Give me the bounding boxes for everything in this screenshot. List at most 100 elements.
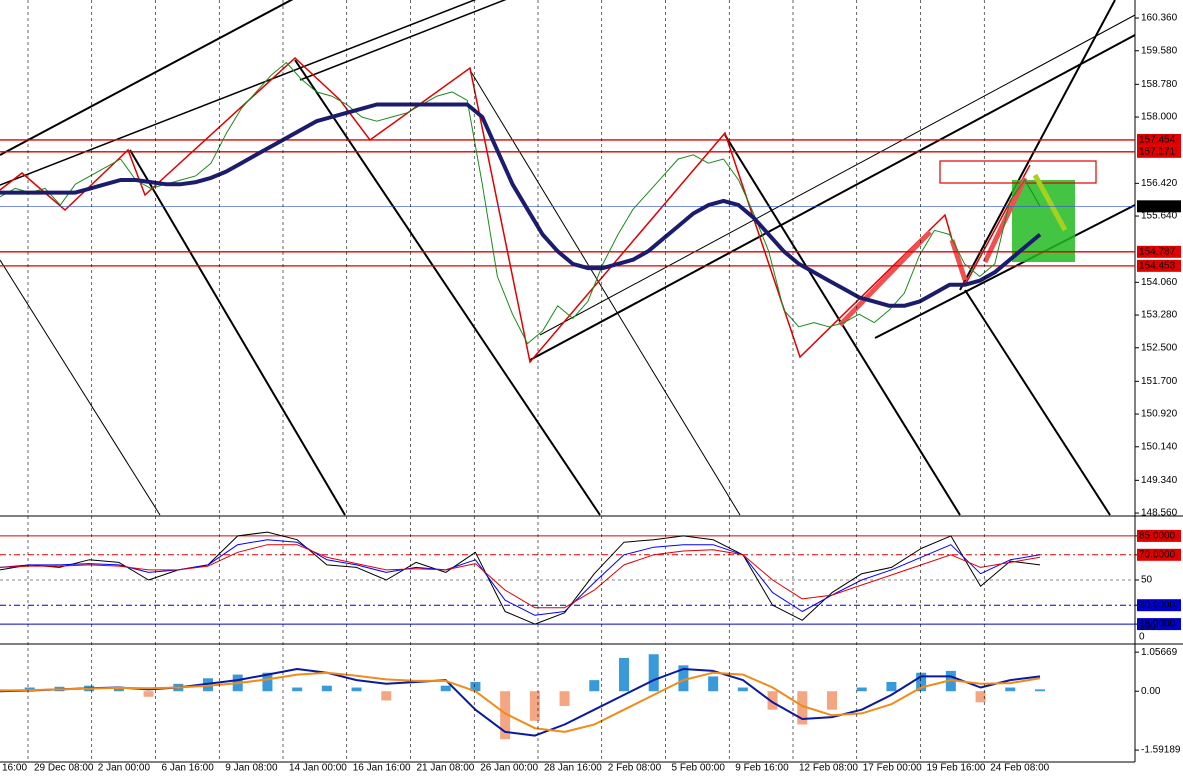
histogram-bar: [1035, 689, 1045, 692]
histogram-bar: [589, 680, 600, 692]
y-tick-label: 152.500: [1141, 342, 1178, 353]
price-label-box: [1137, 245, 1181, 258]
x-tick-label: 2 Feb 08:00: [608, 763, 662, 774]
x-tick-label: 16 Jan 16:00: [353, 763, 411, 774]
histogram-bar: [381, 691, 392, 701]
x-tick-label: 17 Feb 00:00: [863, 763, 922, 774]
arrow: [1032, 173, 1068, 232]
histogram-bar: [321, 685, 332, 692]
histogram-bar: [678, 665, 689, 692]
x-tick-label: 16:00: [2, 763, 27, 774]
x-tick-label: 29 Dec 08:00: [34, 763, 94, 774]
trend-line: [964, 289, 1111, 516]
trend-line: [129, 149, 346, 516]
x-tick-label: 2 Jan 00:00: [98, 763, 151, 774]
price-label: 157.454: [1139, 135, 1176, 146]
x-tick-label: 12 Feb 08:00: [799, 763, 858, 774]
price-label: 154.453: [1139, 260, 1176, 271]
x-tick-label: 9 Jan 08:00: [225, 763, 278, 774]
series-line: [0, 531, 1041, 625]
y-tick-label: 156.420: [1141, 178, 1178, 189]
scale-label: 0: [1139, 632, 1145, 643]
x-tick-label: 21 Jan 08:00: [417, 763, 475, 774]
y-tick-label: 158.780: [1141, 79, 1178, 90]
y-tick-label: 0.00: [1141, 686, 1161, 697]
y-tick-label: 150.140: [1141, 441, 1178, 452]
tick-label-box: [1137, 529, 1181, 542]
histogram-bar: [440, 685, 451, 692]
arrow: [838, 230, 932, 327]
x-tick-label: 19 Feb 16:00: [927, 763, 986, 774]
trend-line: [874, 204, 1136, 339]
price-label-box: [1137, 259, 1181, 272]
histogram-bar: [143, 691, 154, 697]
trend-line: [529, 34, 1136, 361]
histogram-bar: [113, 686, 124, 692]
tick-label-box: [1137, 548, 1181, 561]
histogram-bar: [797, 691, 808, 725]
histogram-bar: [767, 691, 778, 710]
histogram-bar: [529, 691, 540, 721]
scale-label: 100: [1139, 622, 1156, 633]
y-tick-label: -1.59189: [1141, 745, 1181, 756]
y-tick-label: 70.0000: [1139, 549, 1176, 560]
arrow: [949, 239, 968, 281]
x-tick-label: 26 Jan 00:00: [480, 763, 538, 774]
trend-line: [0, 0, 294, 156]
histogram-bar: [500, 691, 511, 740]
price-label-box: [1137, 145, 1181, 158]
y-tick-label: 1.05669: [1141, 647, 1178, 658]
trend-line: [469, 69, 741, 516]
trend-line: [959, 0, 1116, 291]
y-tick-label: 151.700: [1141, 376, 1178, 387]
histogram-bar: [559, 691, 570, 707]
y-tick-label: 158.000: [1141, 112, 1178, 123]
histogram-bar: [648, 654, 659, 692]
price-label-box: [1137, 133, 1181, 146]
histogram-bar: [1005, 687, 1016, 692]
price-label: 154.787: [1139, 246, 1176, 257]
y-tick-label: 150.920: [1141, 409, 1178, 420]
price-label-box: [1137, 200, 1181, 213]
trend-line: [539, 14, 1136, 336]
series-line: [0, 62, 1041, 345]
y-tick-label: 15.0000: [1139, 619, 1176, 630]
price-label: 155.872: [1139, 201, 1176, 212]
trend-line: [294, 59, 601, 516]
trend-line: [0, 259, 161, 516]
y-tick-label: 159.580: [1141, 45, 1178, 56]
histogram-bar: [975, 691, 986, 703]
tick-label-box: [1137, 618, 1181, 631]
y-tick-label: 154.060: [1141, 277, 1178, 288]
x-tick-label: 9 Feb 16:00: [735, 763, 789, 774]
y-tick-label: 30.0000: [1139, 600, 1176, 611]
histogram-bar: [737, 687, 748, 692]
trend-line: [299, 0, 507, 81]
trend-line: [0, 0, 477, 186]
series-line: [0, 544, 1041, 609]
y-tick-label: 148.560: [1141, 508, 1178, 519]
histogram-bar: [470, 681, 481, 692]
histogram-bar: [351, 687, 362, 692]
y-tick-label: 160.360: [1141, 13, 1178, 24]
x-tick-label: 28 Jan 16:00: [544, 763, 602, 774]
y-tick-label: 50: [1141, 575, 1153, 586]
histogram-bar: [292, 687, 303, 692]
x-tick-label: 5 Feb 00:00: [672, 763, 726, 774]
y-tick-label: 85.0000: [1139, 531, 1176, 542]
series-line: [0, 102, 1042, 308]
y-tick-label: 155.640: [1141, 211, 1178, 222]
y-tick-label: 153.280: [1141, 310, 1178, 321]
price-label: 157.171: [1139, 146, 1176, 157]
histogram-bar: [886, 681, 897, 692]
histogram-bar: [619, 657, 629, 692]
x-tick-label: 6 Jan 16:00: [162, 763, 215, 774]
histogram-bar: [916, 672, 927, 692]
tick-label-box: [1137, 599, 1181, 612]
histogram-bar: [856, 687, 867, 692]
x-tick-label: 24 Feb 08:00: [990, 763, 1049, 774]
y-tick-label: 149.340: [1141, 475, 1178, 486]
series-line: [0, 671, 1041, 733]
